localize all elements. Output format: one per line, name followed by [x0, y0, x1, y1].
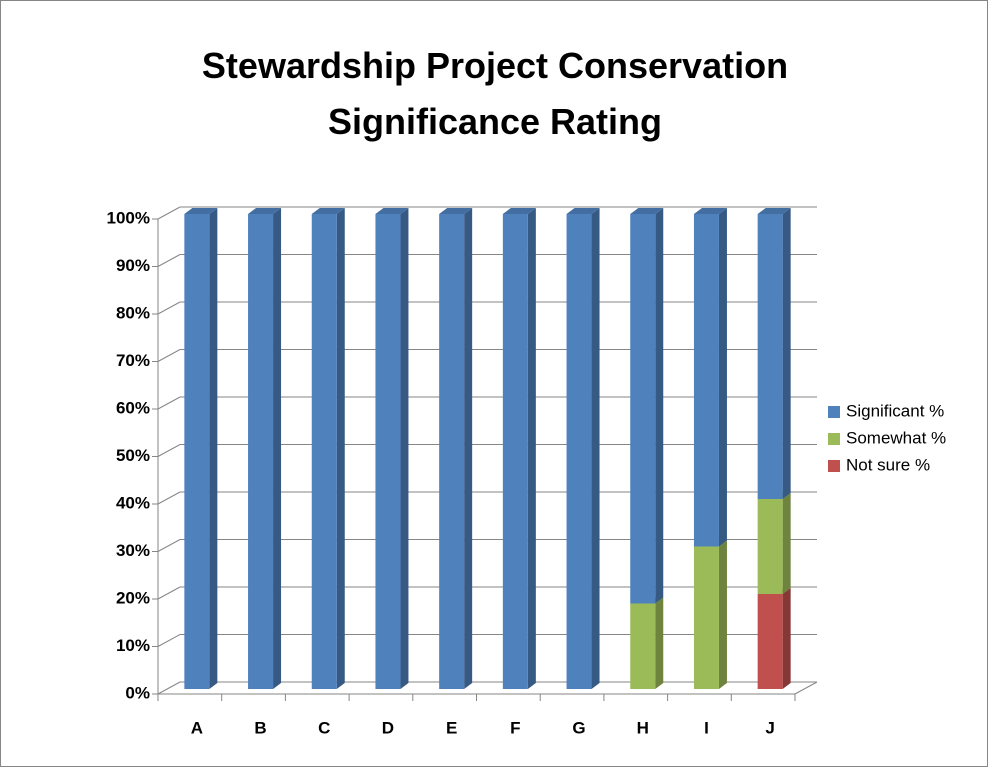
legend-label: Not sure %: [846, 455, 930, 474]
bar: [693, 214, 719, 547]
bar-top: [375, 208, 409, 214]
grid-line: [157, 301, 181, 315]
bar-side: [655, 597, 664, 689]
bar: [693, 546, 719, 689]
grid-line: [157, 254, 181, 267]
bar-side: [273, 208, 282, 689]
legend-swatch: [828, 406, 840, 418]
x-tick-label: D: [382, 718, 394, 737]
bar-top: [566, 208, 600, 214]
bar-top: [248, 208, 282, 214]
x-tick-label: A: [191, 718, 203, 737]
bar-top: [439, 208, 473, 214]
grid-line: [157, 539, 181, 552]
y-tick-label: 40%: [116, 493, 150, 512]
y-tick-label: 0%: [125, 683, 150, 702]
bar-side: [782, 208, 791, 499]
x-tick-label: J: [765, 718, 774, 737]
x-tick-label: C: [318, 718, 330, 737]
bar-side: [591, 208, 600, 689]
floor-edge: [794, 681, 818, 695]
grid-line: [157, 206, 181, 220]
bar: [566, 214, 592, 689]
x-tick-label: E: [446, 718, 457, 737]
bar-side: [782, 588, 791, 689]
y-tick-label: 20%: [116, 588, 150, 607]
bar-side: [336, 208, 345, 689]
x-tick-label: I: [704, 718, 709, 737]
grid-line: [157, 396, 181, 410]
bar: [375, 214, 401, 689]
legend-label: Somewhat %: [846, 428, 946, 447]
x-tick-label: G: [572, 718, 585, 737]
y-tick-label: 10%: [116, 636, 150, 655]
legend-swatch: [828, 460, 840, 472]
x-tick-label: F: [510, 718, 520, 737]
legend-swatch: [828, 433, 840, 445]
y-tick-label: 50%: [116, 446, 150, 465]
y-tick-label: 100%: [107, 208, 150, 227]
y-tick-label: 80%: [116, 303, 150, 322]
bar: [311, 214, 337, 689]
bar-side: [400, 208, 409, 689]
bar-top: [693, 208, 727, 214]
bar: [248, 214, 274, 689]
bar-side: [527, 208, 536, 689]
grid-line: [157, 586, 181, 600]
bar-top: [184, 208, 218, 214]
bar: [439, 214, 465, 689]
bar: [630, 214, 656, 604]
bar: [757, 499, 783, 594]
legend-label: Significant %: [846, 401, 944, 420]
x-tick-label: B: [254, 718, 266, 737]
bar-side: [718, 540, 727, 689]
x-tick-label: H: [637, 718, 649, 737]
chart-title: Stewardship Project Conservation Signifi…: [201, 45, 789, 142]
bar-top: [630, 208, 664, 214]
grid-line: [157, 634, 181, 647]
bar: [184, 214, 210, 689]
y-tick-label: 90%: [116, 256, 150, 275]
bar-side: [782, 493, 791, 594]
bar-side: [464, 208, 473, 689]
bar-side: [718, 208, 727, 547]
bar-top: [757, 208, 791, 214]
bar: [757, 594, 783, 689]
bar-side: [655, 208, 664, 604]
bar: [502, 214, 528, 689]
y-tick-label: 70%: [116, 351, 150, 370]
grid-line: [157, 681, 181, 695]
grid-line: [157, 444, 181, 457]
bar-top: [502, 208, 536, 214]
y-tick-label: 30%: [116, 541, 150, 560]
grid-line: [157, 349, 181, 362]
bar-top: [311, 208, 345, 214]
y-tick-label: 60%: [116, 398, 150, 417]
grid-line: [157, 491, 181, 505]
bar: [630, 603, 656, 689]
bar: [757, 214, 783, 499]
bar-side: [209, 208, 218, 689]
